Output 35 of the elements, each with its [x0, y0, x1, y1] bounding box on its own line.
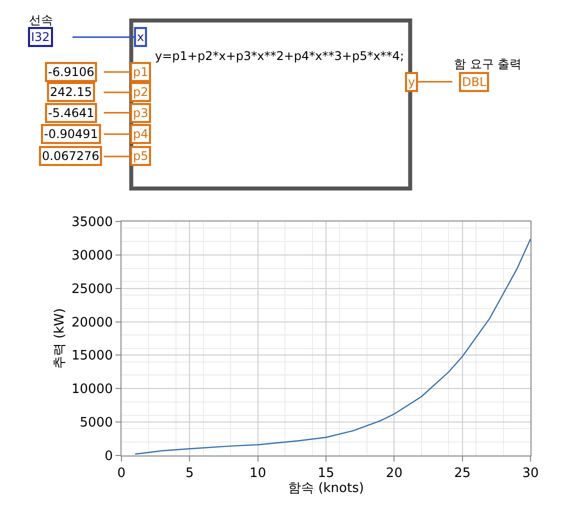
x-tick-label: 15: [318, 466, 334, 482]
x-tick-label: 25: [454, 466, 471, 482]
text: p2: [133, 85, 148, 99]
text: -0.90491: [44, 127, 98, 141]
x-tick-label: 5: [185, 466, 194, 482]
text: DBL: [462, 75, 486, 89]
text: x: [137, 30, 144, 44]
text: 함 요구 출력: [454, 57, 522, 71]
text: -6.9106: [48, 65, 94, 79]
y-axis-title: 추력 (kW): [52, 308, 68, 369]
line-series: [134, 238, 531, 455]
text: y: [408, 75, 416, 89]
x-axis-title: 함속 (knots): [288, 481, 364, 496]
text: p4: [133, 127, 148, 141]
y-tick-label: 10000: [71, 382, 113, 398]
text: 0.067276: [42, 149, 100, 163]
y-tick-label: 0: [104, 448, 113, 464]
text: I32: [31, 30, 50, 44]
x-tick-label: 10: [250, 466, 266, 482]
y-tick-label: 30000: [71, 248, 113, 264]
text: p1: [133, 65, 148, 79]
text: 선속: [29, 13, 53, 27]
y-tick-label: 5000: [80, 416, 113, 431]
y-tick-label: 15000: [71, 348, 113, 364]
text: p5: [133, 149, 148, 163]
text: 242.15: [50, 85, 92, 99]
x-tick-label: 30: [522, 466, 539, 482]
y-tick-label: 25000: [71, 282, 113, 297]
text: p3: [133, 106, 148, 120]
x-tick-label: 0: [117, 466, 126, 482]
text: y=p1+p2*x+p3*x**2+p4*x**3+p5*x**4;: [155, 49, 404, 63]
x-tick-label: 20: [386, 466, 402, 482]
y-tick-label: 20000: [71, 315, 113, 330]
text: -5.4641: [48, 106, 94, 120]
y-tick-label: 35000: [71, 215, 113, 230]
